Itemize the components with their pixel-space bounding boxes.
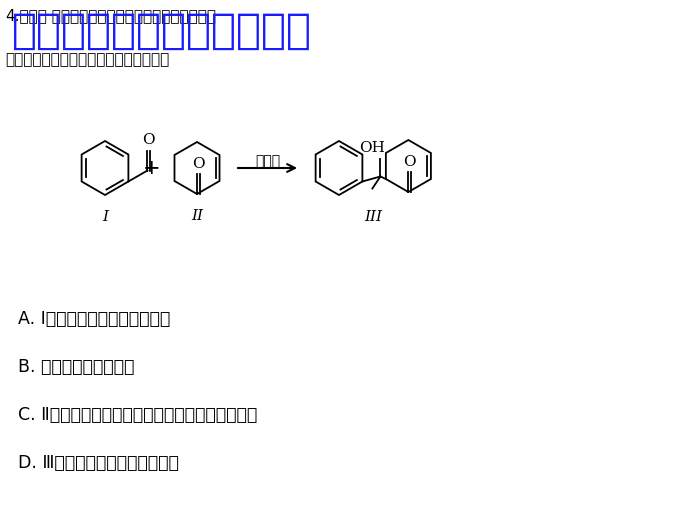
Text: A. Ⅰ中所有碘原子不可能共平面: A. Ⅰ中所有碘原子不可能共平面 (18, 310, 170, 328)
Text: 微信公众号关注：趣找答案: 微信公众号关注：趣找答案 (12, 10, 312, 52)
Text: D. Ⅲ能使渴的四氯化碘溶液褂色: D. Ⅲ能使渴的四氯化碘溶液褂色 (18, 454, 179, 472)
Text: C. Ⅱ能发生加聚反应并能使酸性高锶酸锴溶液褂色: C. Ⅱ能发生加聚反应并能使酸性高锶酸锴溶液褂色 (18, 406, 258, 424)
Text: II: II (191, 209, 203, 223)
Text: O: O (143, 133, 155, 147)
Text: 4.见贝斯·希尔曼反应条件温和，其过程具有原子经: 4.见贝斯·希尔曼反应条件温和，其过程具有原子经 (5, 8, 216, 23)
Text: +: + (144, 159, 161, 177)
Text: O: O (193, 157, 205, 171)
Text: III: III (365, 210, 383, 224)
Text: OH: OH (359, 140, 385, 155)
Text: I: I (102, 210, 108, 224)
Text: O: O (404, 155, 416, 169)
Text: 催化剂: 催化剂 (255, 154, 280, 168)
Text: B. 该反应属于加成反应: B. 该反应属于加成反应 (18, 358, 134, 376)
Text: 济性，示例如图所示。下列说法错误的是: 济性，示例如图所示。下列说法错误的是 (5, 52, 169, 67)
